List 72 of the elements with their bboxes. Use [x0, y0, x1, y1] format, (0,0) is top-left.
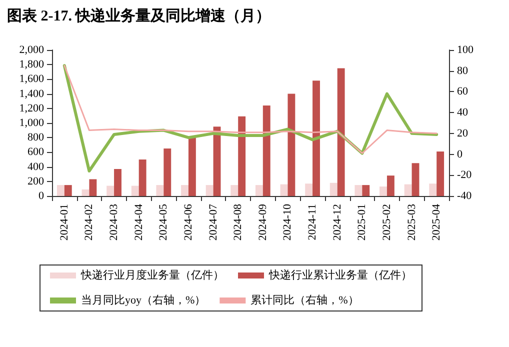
bar: [386, 176, 394, 196]
y-tick-label: 1,600: [19, 73, 44, 86]
y2-tick-label: 0: [457, 148, 463, 160]
y-tick-label: 2,000: [19, 44, 44, 56]
x-tick-label: 2024-03: [108, 204, 120, 241]
bar: [206, 185, 214, 196]
y-tick-label: 1,000: [19, 117, 44, 129]
x-tick-label: 2024-11: [306, 204, 319, 240]
y-tick-label: 600: [28, 146, 44, 158]
bar: [131, 186, 139, 196]
bar: [89, 179, 97, 196]
legend-label: 快递行业月度业务量（亿件）: [80, 268, 224, 282]
y-tick-label: 800: [28, 132, 44, 144]
bar: [255, 185, 263, 196]
x-tick-label: 2025-04: [430, 204, 443, 241]
legend-label: 累计同比（右轴，%）: [250, 294, 359, 306]
y2-tick-label: -40: [457, 190, 472, 202]
x-tick-label: 2024-12: [331, 204, 344, 241]
bar: [114, 168, 122, 196]
bar: [164, 148, 172, 196]
bar: [404, 184, 412, 196]
y-tick-label: 1,200: [19, 102, 44, 114]
bar: [188, 138, 196, 196]
bar: [106, 186, 114, 196]
x-tick-label: 2024-07: [207, 204, 220, 241]
y2-tick-label: 100: [457, 44, 474, 56]
bar: [230, 185, 238, 196]
bar: [238, 116, 246, 196]
bar: [64, 185, 72, 196]
y2-tick-label: 80: [457, 64, 468, 77]
y2-tick-label: 20: [457, 127, 468, 140]
x-tick-label: 2024-01: [58, 204, 70, 241]
bar: [330, 182, 338, 196]
bar: [436, 151, 444, 196]
y-tick-label: 200: [28, 175, 44, 188]
bar: [429, 184, 437, 196]
x-tick-label: 2024-08: [232, 204, 244, 241]
bar: [262, 105, 270, 196]
x-tick-label: 2024-09: [256, 204, 269, 241]
x-tick-label: 2024-10: [282, 204, 294, 241]
bar: [337, 68, 345, 196]
y-tick-label: 400: [28, 160, 44, 173]
y-tick-label: 0: [38, 190, 44, 202]
bar: [280, 184, 288, 196]
legend-label: 快递行业累计业务量（亿件）: [268, 268, 412, 282]
x-tick-label: 2025-03: [406, 204, 418, 241]
x-tick-label: 2025-02: [380, 204, 393, 241]
chart-title: 图表 2-17. 快递业务量及同比增速（月）: [7, 6, 271, 24]
y2-tick-label: 60: [457, 86, 468, 98]
y-tick-label: 1,800: [19, 58, 44, 71]
y-tick-label: 1,400: [19, 88, 44, 100]
bar: [156, 185, 164, 196]
y2-tick-label: 40: [457, 106, 468, 119]
x-tick-label: 2024-02: [83, 204, 96, 241]
bar: [312, 80, 320, 196]
x-tick-label: 2024-05: [158, 204, 170, 241]
bar: [412, 163, 420, 196]
x-tick-label: 2024-04: [132, 204, 145, 241]
bar: [354, 185, 362, 196]
bar: [181, 185, 188, 196]
x-tick-label: 2025-01: [356, 204, 368, 241]
y2-tick-label: -20: [457, 169, 472, 182]
line-series: [64, 64, 438, 154]
bar: [288, 94, 296, 196]
bar: [380, 186, 387, 196]
bar: [362, 185, 370, 196]
bar: [138, 160, 146, 196]
bar: [82, 189, 90, 196]
x-tick-label: 2024-06: [182, 204, 194, 241]
bar: [56, 185, 64, 196]
bar: [305, 184, 313, 196]
legend-label: 当月同比yoy（右轴，%）: [81, 294, 206, 306]
